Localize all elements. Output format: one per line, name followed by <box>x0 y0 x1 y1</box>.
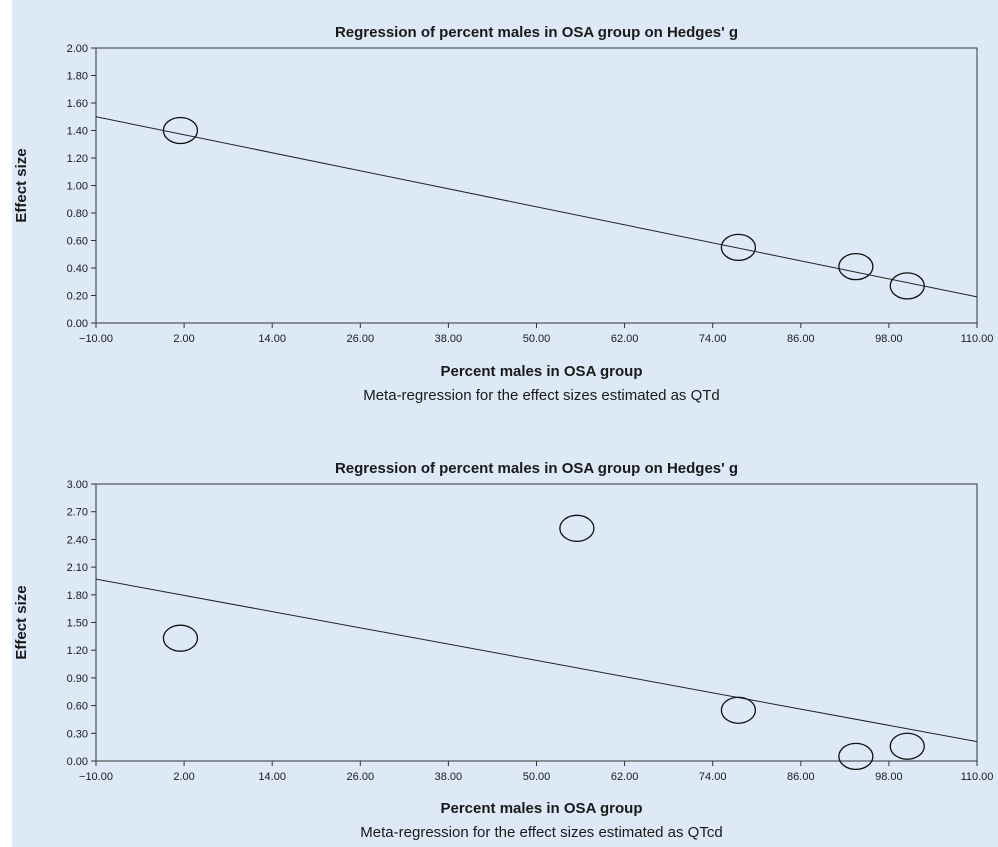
y-axis-label: Effect size <box>13 585 30 659</box>
x-axis-label: Percent males in OSA group <box>441 800 643 817</box>
data-point <box>889 272 925 300</box>
x-tick-label: 50.00 <box>523 771 551 783</box>
chart-title: Regression of percent males in OSA group… <box>335 460 738 477</box>
x-tick-label: 98.00 <box>875 771 903 783</box>
y-tick-label: 1.20 <box>67 645 88 657</box>
y-tick-label: 1.40 <box>67 126 88 138</box>
y-tick-label: 0.80 <box>67 208 88 220</box>
x-tick-label: 2.00 <box>173 771 194 783</box>
regression-line <box>95 578 978 743</box>
x-tick-label: 110.00 <box>961 333 994 345</box>
data-point <box>720 696 757 724</box>
x-axis-label: Percent males in OSA group <box>441 363 643 380</box>
figure-panel <box>12 0 998 847</box>
y-tick-label: 0.90 <box>67 673 88 685</box>
y-tick-label: 1.80 <box>67 590 88 602</box>
chart-caption: Meta-regression for the effect sizes est… <box>360 824 722 841</box>
y-tick-label: 1.20 <box>67 153 88 165</box>
data-point <box>162 624 199 652</box>
chart-2: Regression of percent males in OSA group… <box>13 460 993 841</box>
x-tick-label: 26.00 <box>347 333 375 345</box>
x-tick-label: 74.00 <box>699 333 727 345</box>
chart-1: Regression of percent males in OSA group… <box>13 24 993 404</box>
y-tick-label: 3.00 <box>67 479 88 491</box>
x-tick-label: 50.00 <box>523 333 551 345</box>
y-tick-label: 2.70 <box>67 507 88 519</box>
x-tick-label: 98.00 <box>875 333 903 345</box>
x-tick-label: 110.00 <box>961 771 994 783</box>
plot-frame <box>95 483 978 762</box>
x-tick-label: 14.00 <box>258 333 286 345</box>
x-tick-label: 38.00 <box>435 771 463 783</box>
y-tick-label: 0.30 <box>67 728 88 740</box>
y-tick-label: 0.40 <box>67 263 88 275</box>
y-tick-label: 2.40 <box>67 534 88 546</box>
x-tick-label: −10.00 <box>79 771 113 783</box>
y-tick-label: 1.00 <box>67 181 88 193</box>
y-tick-label: 0.00 <box>67 318 88 330</box>
y-tick-label: 2.10 <box>67 562 88 574</box>
data-point <box>889 732 925 760</box>
regression-line <box>95 116 978 298</box>
data-point <box>720 233 757 262</box>
y-tick-label: 1.50 <box>67 618 88 630</box>
plot-frame <box>95 47 978 324</box>
x-tick-label: 26.00 <box>347 771 375 783</box>
y-tick-label: 0.60 <box>67 236 88 248</box>
y-tick-label: 1.60 <box>67 98 88 110</box>
x-tick-label: −10.00 <box>79 333 113 345</box>
x-tick-label: 62.00 <box>611 333 639 345</box>
x-tick-label: 86.00 <box>787 771 815 783</box>
chart-title: Regression of percent males in OSA group… <box>335 24 738 41</box>
y-tick-label: 0.00 <box>67 756 88 768</box>
x-tick-label: 2.00 <box>173 333 194 345</box>
y-tick-label: 2.00 <box>67 43 88 55</box>
data-point <box>838 742 874 771</box>
x-tick-label: 38.00 <box>435 333 463 345</box>
x-tick-label: 14.00 <box>258 771 286 783</box>
y-axis-label: Effect size <box>13 148 30 222</box>
x-tick-label: 86.00 <box>787 333 815 345</box>
y-tick-label: 0.60 <box>67 701 88 713</box>
chart-caption: Meta-regression for the effect sizes est… <box>363 387 720 404</box>
y-tick-label: 1.80 <box>67 71 88 83</box>
data-point <box>838 252 874 281</box>
data-point <box>559 514 595 542</box>
y-tick-label: 0.20 <box>67 291 88 303</box>
x-tick-label: 62.00 <box>611 771 639 783</box>
data-point <box>162 116 199 145</box>
x-tick-label: 74.00 <box>699 771 727 783</box>
